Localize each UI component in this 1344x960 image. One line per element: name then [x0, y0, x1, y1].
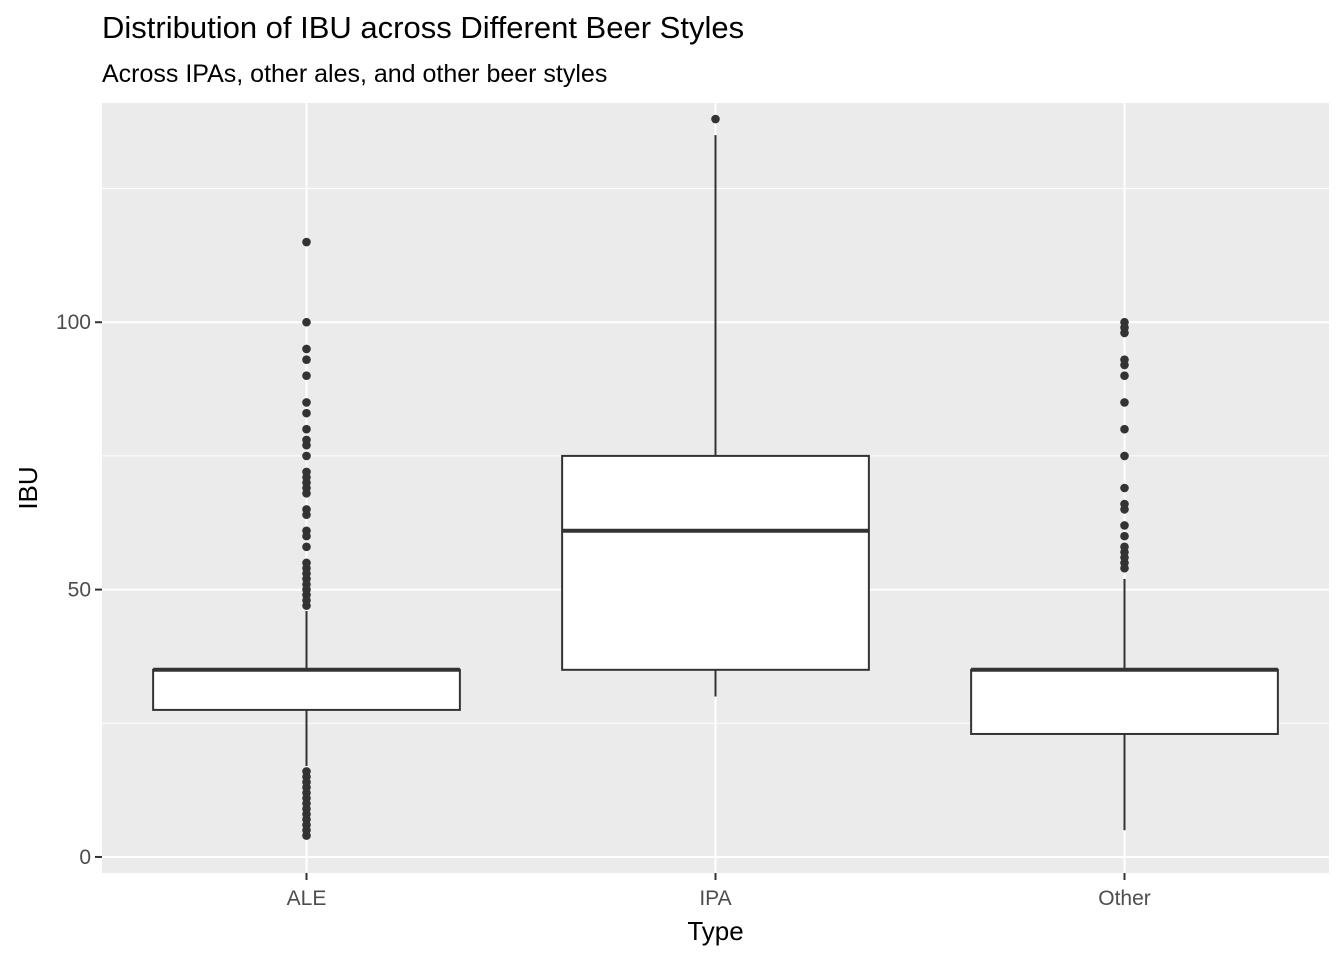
outlier-point	[1120, 355, 1129, 364]
outlier-point	[302, 505, 311, 514]
outlier-point	[302, 355, 311, 364]
outlier-point	[1120, 398, 1129, 407]
chart-title: Distribution of IBU across Different Bee…	[102, 10, 745, 45]
outlier-point	[302, 237, 311, 247]
box-iqr	[152, 668, 461, 711]
x-tick-label: ALE	[287, 887, 327, 910]
outlier-point	[1120, 317, 1129, 327]
outlier-point	[302, 767, 311, 776]
outlier-point	[1120, 451, 1129, 461]
outlier-point	[711, 114, 720, 124]
outlier-point	[1120, 542, 1129, 552]
box-iqr	[970, 668, 1279, 735]
outlier-point	[1120, 424, 1129, 434]
outlier-point	[302, 435, 311, 445]
outlier-point	[302, 371, 311, 381]
chart-subtitle: Across IPAs, other ales, and other beer …	[102, 60, 608, 88]
outlier-point	[302, 398, 311, 407]
x-tick-label: Other	[1098, 887, 1151, 910]
outlier-point	[302, 451, 311, 461]
x-axis-title: Type	[687, 916, 743, 946]
outlier-point	[302, 408, 311, 418]
outlier-point	[302, 542, 311, 552]
y-tick-label: 50	[68, 579, 91, 602]
outlier-point	[302, 558, 311, 568]
outlier-point	[302, 424, 311, 434]
y-tick-label: 0	[79, 846, 91, 869]
outlier-point	[1120, 483, 1129, 493]
outlier-point	[1120, 371, 1129, 381]
outlier-point	[1120, 499, 1129, 509]
box-iqr	[561, 454, 870, 671]
outlier-point	[1120, 531, 1129, 541]
outlier-point	[302, 467, 311, 477]
y-tick-label: 100	[56, 311, 91, 334]
outlier-point	[302, 526, 311, 536]
outlier-point	[302, 317, 311, 327]
x-tick-label: IPA	[699, 887, 731, 910]
outlier-point	[302, 344, 311, 354]
y-axis-title: IBU	[13, 466, 43, 509]
outlier-point	[1120, 521, 1129, 530]
